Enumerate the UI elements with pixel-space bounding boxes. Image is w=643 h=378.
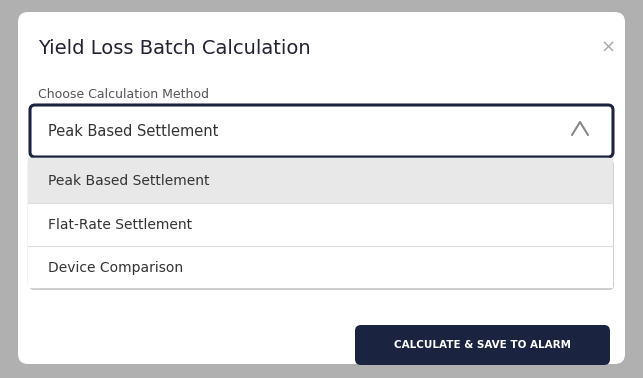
Text: ×: × [601, 39, 615, 57]
Text: Yield Loss Batch Calculation: Yield Loss Batch Calculation [38, 39, 311, 57]
FancyBboxPatch shape [28, 246, 613, 288]
FancyBboxPatch shape [28, 158, 613, 288]
Text: Flat-Rate Settlement: Flat-Rate Settlement [48, 218, 192, 232]
FancyBboxPatch shape [355, 325, 610, 365]
Text: Peak Based Settlement: Peak Based Settlement [48, 124, 219, 138]
Text: Device Comparison: Device Comparison [48, 261, 183, 275]
Text: CALCULATE & SAVE TO ALARM: CALCULATE & SAVE TO ALARM [394, 340, 570, 350]
FancyBboxPatch shape [30, 105, 613, 157]
FancyBboxPatch shape [28, 158, 613, 203]
FancyBboxPatch shape [18, 12, 625, 364]
Text: Choose Calculation Method: Choose Calculation Method [38, 88, 209, 102]
FancyBboxPatch shape [28, 203, 613, 246]
FancyBboxPatch shape [29, 160, 614, 290]
Text: Peak Based Settlement: Peak Based Settlement [48, 174, 210, 188]
